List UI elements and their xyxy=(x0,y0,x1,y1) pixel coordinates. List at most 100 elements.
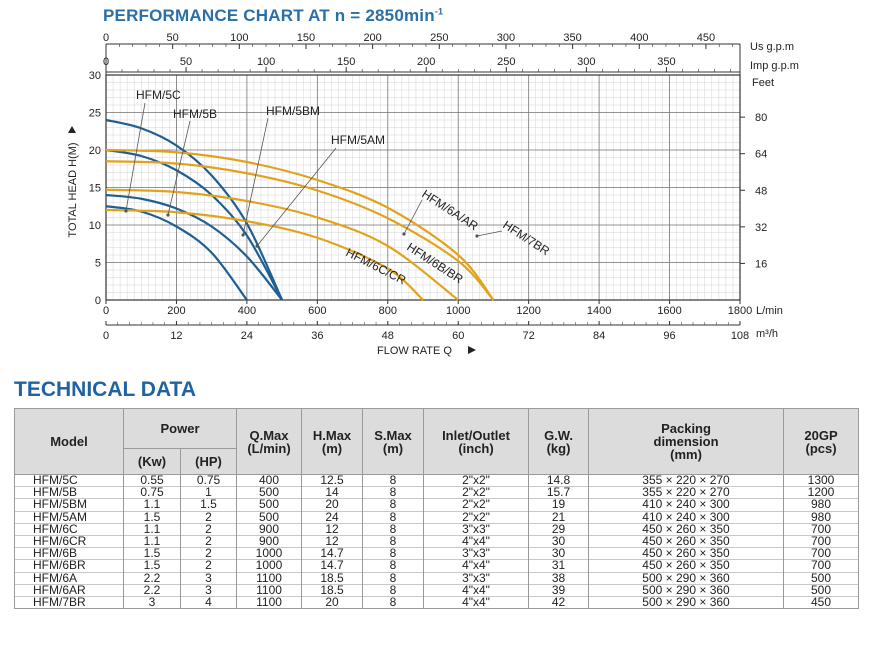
curve-hfm-6b-br xyxy=(105,188,459,301)
series-label-hfm-6c-cr: HFM/6C/CR xyxy=(344,245,409,287)
table-cell: 3 xyxy=(179,584,238,597)
col-header-packing: Packing dimension (mm) xyxy=(588,408,785,475)
y-axis-title: TOTAL HEAD H(M) xyxy=(67,142,79,237)
model-cell: HFM/5B xyxy=(14,486,124,499)
table-cell: 20 xyxy=(301,498,364,512)
col-header-gw: G.W. (kg) xyxy=(528,408,590,475)
section-title: TECHNICAL DATA xyxy=(14,378,196,401)
table-cell: 2 xyxy=(179,511,238,524)
model-cell: HFM/6A xyxy=(14,572,124,585)
x-tick-label-lmin: 600 xyxy=(308,305,326,317)
imp-gpm-unit-label: Imp g.p.m xyxy=(750,60,799,72)
model-cell: HFM/6CR xyxy=(14,535,124,548)
curve-hfm-6c-cr xyxy=(105,208,424,301)
table-cell: 500 × 290 × 360 xyxy=(588,572,785,585)
table-cell: 500 xyxy=(783,584,860,597)
x-unit-m3h: m³/h xyxy=(756,328,778,340)
series-label-hfm-7br: HFM/7BR xyxy=(500,218,552,259)
model-cell: HFM/5BM xyxy=(14,498,124,512)
table-cell: 14.7 xyxy=(301,547,364,560)
table-cell: 410 × 240 × 300 xyxy=(588,511,785,524)
model-cell: HFM/5C xyxy=(14,474,124,487)
col-header-hp: (HP) xyxy=(179,448,238,475)
table-cell: 12.5 xyxy=(301,474,364,487)
table-cell: 3"x3" xyxy=(423,547,530,560)
table-cell: 500 × 290 × 360 xyxy=(588,584,785,597)
table-cell: 1.1 xyxy=(123,535,181,548)
col-header-qmax: Q.Max (L/min) xyxy=(236,408,303,475)
table-row: HFM/6B 1.5 2 1000 14.7 8 3"x3" 30 450 × 260 × 35… xyxy=(14,547,860,560)
leader-dot-hfm-5c xyxy=(124,209,128,213)
imp-gpm-tick-label: 250 xyxy=(497,56,515,68)
x-unit-lmin: L/min xyxy=(756,305,783,317)
model-cell: HFM/6B xyxy=(14,547,124,560)
series-label-hfm-5bm: HFM/5BM xyxy=(266,104,320,118)
leader-line-hfm-5bm xyxy=(242,117,269,236)
table-cell: 0.75 xyxy=(179,474,238,487)
table-cell: 1300 xyxy=(783,474,860,487)
x-axis-title: FLOW RATE Q xyxy=(377,345,452,357)
table-cell: 980 xyxy=(783,498,860,512)
y-tick-label: 15 xyxy=(89,183,101,195)
table-cell: 29 xyxy=(528,523,590,536)
table-cell: 1100 xyxy=(236,596,303,609)
x-tick-label-m3h: 12 xyxy=(170,330,182,342)
leader-line-hfm-5am xyxy=(256,147,337,247)
series-label-hfm-5am: HFM/5AM xyxy=(331,133,385,147)
table-cell: 980 xyxy=(783,511,860,524)
table-cell: 450 × 260 × 350 xyxy=(588,523,785,536)
curve-hfm-7br xyxy=(105,148,495,301)
table-cell: 39 xyxy=(528,584,590,597)
table-cell: 12 xyxy=(301,523,364,536)
feet-unit-label: Feet xyxy=(752,77,774,89)
y-tick-label: 30 xyxy=(89,70,101,82)
col-header-kw: (Kw) xyxy=(123,448,181,475)
us-gpm-tick-label: 350 xyxy=(563,32,581,44)
model-cell: HFM/6AR xyxy=(14,584,124,597)
table-cell: 700 xyxy=(783,547,860,560)
curve-hfm-5bm xyxy=(105,148,284,301)
imp-gpm-tick-label: 300 xyxy=(577,56,595,68)
table-cell: 500 xyxy=(236,498,303,512)
table-row: HFM/5B 0.75 1 500 14 8 2"x2" 15.7 355 × 220 × 27… xyxy=(14,486,860,499)
table-cell: 500 × 290 × 360 xyxy=(588,596,785,609)
imp-gpm-tick-label: 100 xyxy=(257,56,275,68)
x-tick-label-m3h: 24 xyxy=(241,330,253,342)
table-cell: 2 xyxy=(179,547,238,560)
table-row: HFM/6CR 1.1 2 900 12 8 4"x4" 30 450 × 260 × 350 7… xyxy=(14,535,860,548)
table-cell: 2 xyxy=(179,559,238,572)
table-cell: 4"x4" xyxy=(423,584,530,597)
us-gpm-tick-label: 50 xyxy=(167,32,179,44)
table-row: HFM/7BR 3 4 1100 20 8 4"x4" 42 500 × 290 × 360 45… xyxy=(14,596,860,609)
table-body: HFM/5C 0.55 0.75 400 12.5 8 2"x2" 14.8 355 × 220… xyxy=(14,474,860,609)
table-cell: 14.8 xyxy=(528,474,590,487)
imp-gpm-tick-label: 150 xyxy=(337,56,355,68)
imp-gpm-tick-label: 200 xyxy=(417,56,435,68)
col-header-hmax: H.Max (m) xyxy=(301,408,364,475)
table-cell: 15.7 xyxy=(528,486,590,499)
table-cell: 3"x3" xyxy=(423,523,530,536)
chart-title-superscript: -1 xyxy=(434,6,444,17)
x-tick-label-m3h: 36 xyxy=(311,330,323,342)
table-cell: 3 xyxy=(123,596,181,609)
table-row: HFM/5BM 1.1 1.5 500 20 8 2"x2" 19 410 × 240 × 30… xyxy=(14,498,860,512)
table-cell: 1.1 xyxy=(123,523,181,536)
y-tick-label: 0 xyxy=(95,295,101,307)
table-cell: 2"x2" xyxy=(423,486,530,499)
table-cell: 3 xyxy=(179,572,238,585)
leader-dot-hfm-5b xyxy=(166,213,170,217)
model-cell: HFM/7BR xyxy=(14,596,124,609)
table-cell: 900 xyxy=(236,523,303,536)
table-cell: 1000 xyxy=(236,547,303,560)
y-axis-arrow xyxy=(68,126,76,133)
table-cell: 900 xyxy=(236,535,303,548)
col-header-power: Power xyxy=(122,408,238,449)
leader-line-hfm-5b xyxy=(167,120,191,216)
table-cell: 2 xyxy=(179,535,238,548)
imp-gpm-tick-label: 0 xyxy=(103,56,109,68)
table-cell: 1200 xyxy=(783,486,860,499)
table-cell: 4"x4" xyxy=(423,559,530,572)
table-cell: 450 × 260 × 350 xyxy=(588,559,785,572)
x-tick-label-lmin: 1200 xyxy=(516,305,540,317)
